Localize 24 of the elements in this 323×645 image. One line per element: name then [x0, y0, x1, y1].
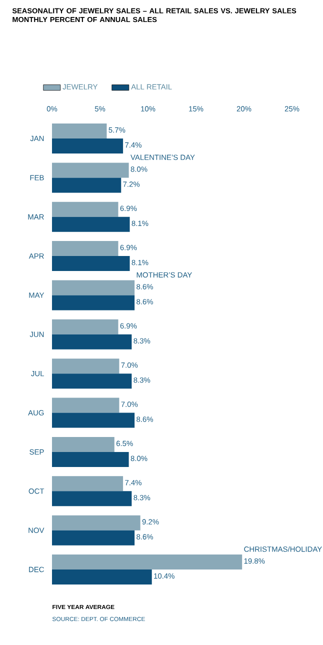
- bar: [52, 398, 120, 413]
- bar: [52, 452, 129, 467]
- bar: [52, 334, 132, 350]
- bar: [52, 530, 135, 546]
- bar: [52, 124, 107, 139]
- bar: [52, 412, 135, 428]
- bar: [52, 256, 130, 272]
- bar: [52, 569, 152, 584]
- bar: [52, 515, 140, 530]
- bar: [52, 295, 135, 310]
- bar: [52, 436, 114, 452]
- bar: [52, 319, 118, 334]
- bar: [52, 138, 124, 154]
- bar: [52, 178, 122, 193]
- bar: [52, 280, 135, 296]
- bar: [52, 476, 124, 492]
- bar: [52, 358, 120, 374]
- bar: [52, 491, 132, 506]
- bar: [52, 202, 118, 217]
- bar: [52, 216, 130, 232]
- bar: [52, 554, 242, 570]
- bar: [52, 241, 118, 256]
- bar: [52, 162, 129, 178]
- bar: [52, 374, 132, 389]
